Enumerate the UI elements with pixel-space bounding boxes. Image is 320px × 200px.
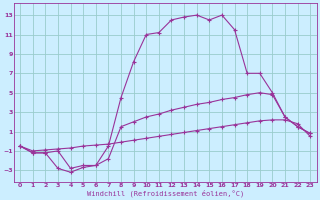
X-axis label: Windchill (Refroidissement éolien,°C): Windchill (Refroidissement éolien,°C) [86,189,244,197]
